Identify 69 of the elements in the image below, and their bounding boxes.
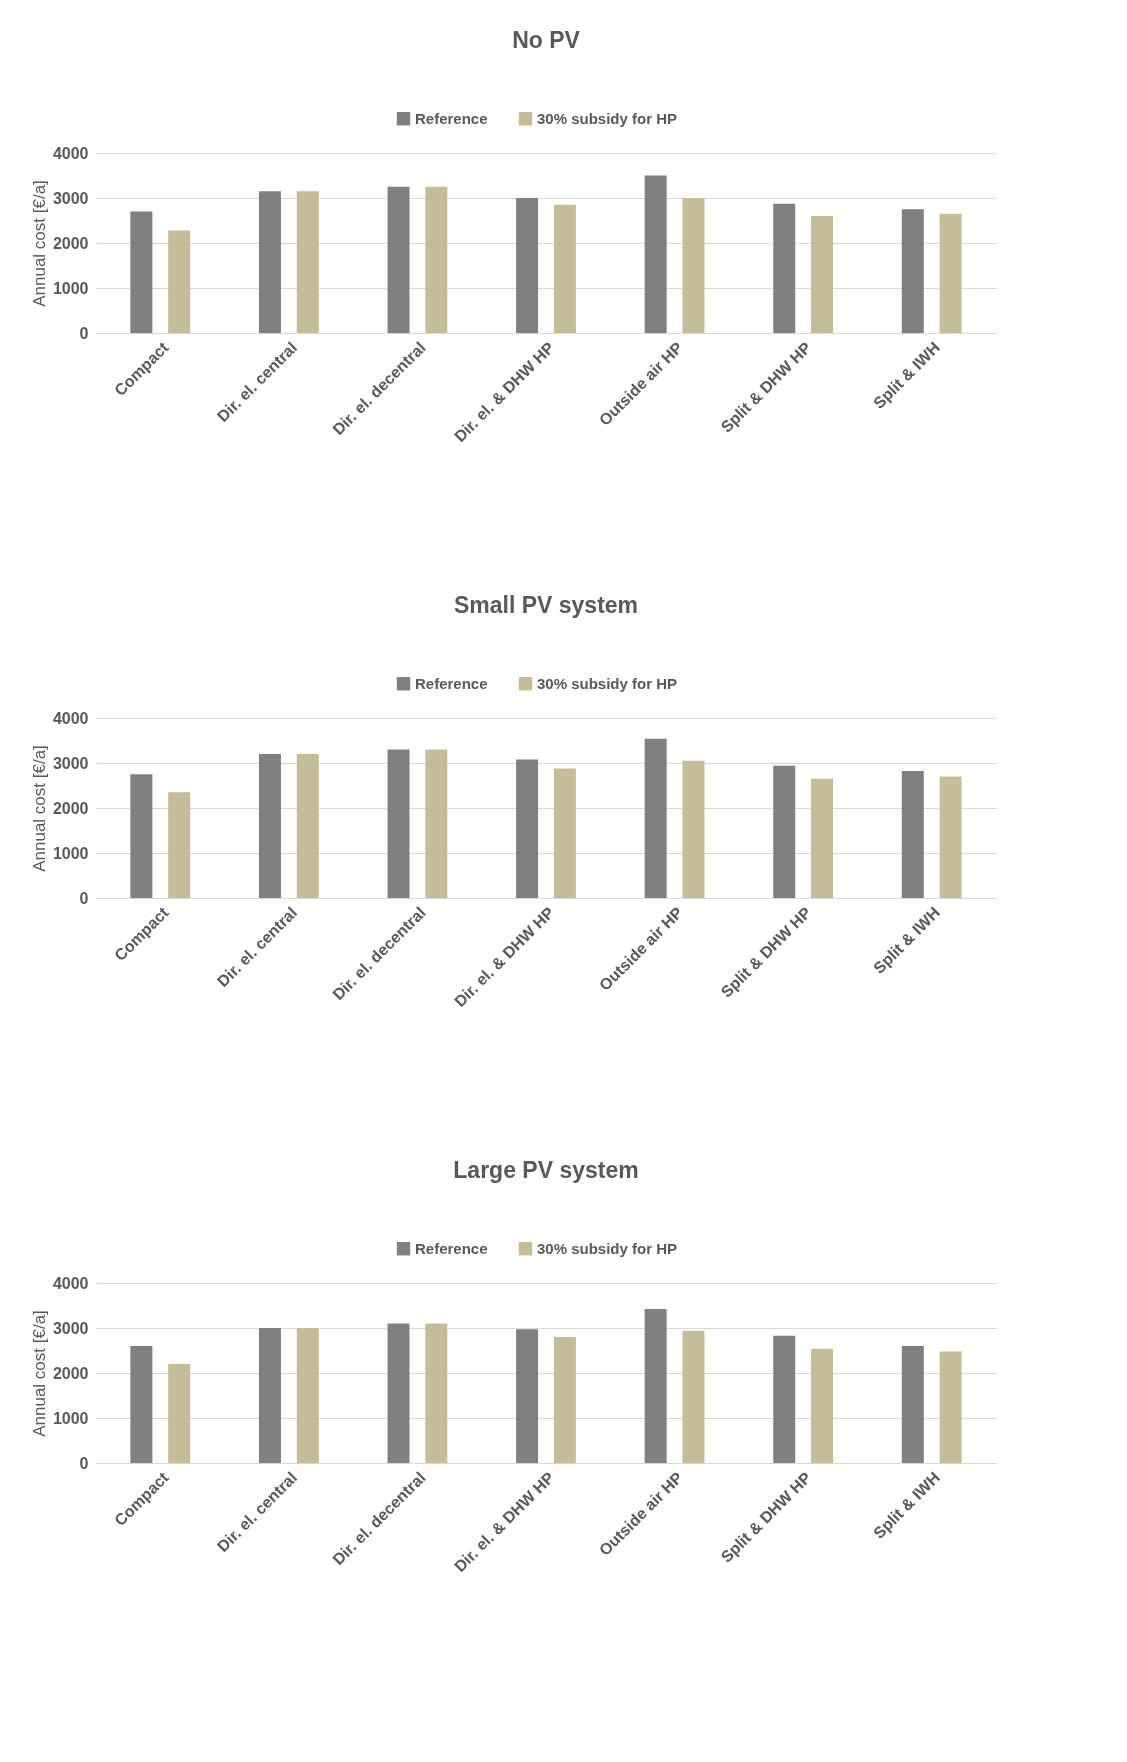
bar (644, 738, 667, 898)
bar (773, 203, 796, 333)
legend-label: Reference (415, 674, 488, 692)
legend-label: 30% subsidy for HP (537, 109, 678, 127)
bar (258, 1328, 281, 1463)
bar (130, 1346, 153, 1463)
legend-label: 30% subsidy for HP (537, 1239, 678, 1257)
bar (901, 1346, 924, 1463)
bar (130, 774, 153, 898)
y-tick-label: 2000 (52, 799, 89, 817)
legend-label: Reference (415, 109, 488, 127)
legend-label: Reference (415, 1239, 488, 1257)
bar (516, 198, 539, 333)
y-axis-title: Annual cost [€/a] (29, 745, 49, 872)
bar (258, 754, 281, 898)
bar (939, 213, 962, 333)
y-tick-label: 4000 (52, 144, 89, 162)
y-tick-label: 1000 (52, 844, 89, 862)
bar (939, 776, 962, 898)
bar (258, 191, 281, 333)
bar (682, 1330, 705, 1463)
bar (773, 765, 796, 898)
bar (425, 1323, 448, 1463)
bar (387, 749, 410, 898)
y-tick-label: 3000 (52, 754, 89, 772)
bar (425, 749, 448, 898)
chart-title: Small PV system (453, 592, 639, 618)
chart-title: No PV (512, 27, 581, 53)
y-tick-label: 0 (79, 1454, 89, 1472)
bar (130, 211, 153, 333)
bar (553, 768, 576, 898)
y-tick-label: 1000 (52, 279, 89, 297)
bar (296, 1328, 319, 1463)
bar (168, 1364, 191, 1463)
y-tick-label: 1000 (52, 1409, 89, 1427)
y-tick-label: 0 (79, 889, 89, 907)
bar (296, 191, 319, 333)
bar (553, 1337, 576, 1463)
bar (168, 792, 191, 898)
y-tick-label: 3000 (52, 1319, 89, 1337)
y-tick-label: 0 (79, 324, 89, 342)
bar (387, 1323, 410, 1463)
bar (811, 778, 834, 898)
bar (516, 759, 539, 898)
bar (811, 216, 834, 333)
bar (901, 771, 924, 898)
bar (296, 754, 319, 898)
bar (773, 1335, 796, 1463)
bar (939, 1351, 962, 1463)
chart-title: Large PV system (453, 1157, 639, 1183)
y-axis-title: Annual cost [€/a] (29, 1310, 49, 1437)
bar (901, 209, 924, 333)
bar (682, 198, 705, 333)
y-axis-title: Annual cost [€/a] (29, 180, 49, 307)
bar (168, 230, 191, 333)
bar (516, 1329, 539, 1463)
legend-label: 30% subsidy for HP (537, 674, 678, 692)
y-tick-label: 2000 (52, 1364, 89, 1382)
y-tick-label: 3000 (52, 189, 89, 207)
bar (644, 1309, 667, 1463)
bar (387, 186, 410, 333)
bar (811, 1348, 834, 1463)
bar (682, 760, 705, 898)
y-tick-label: 4000 (52, 1274, 89, 1292)
y-tick-label: 2000 (52, 234, 89, 252)
y-tick-label: 4000 (52, 709, 89, 727)
bar (553, 204, 576, 333)
bar (425, 186, 448, 333)
bar (644, 175, 667, 333)
